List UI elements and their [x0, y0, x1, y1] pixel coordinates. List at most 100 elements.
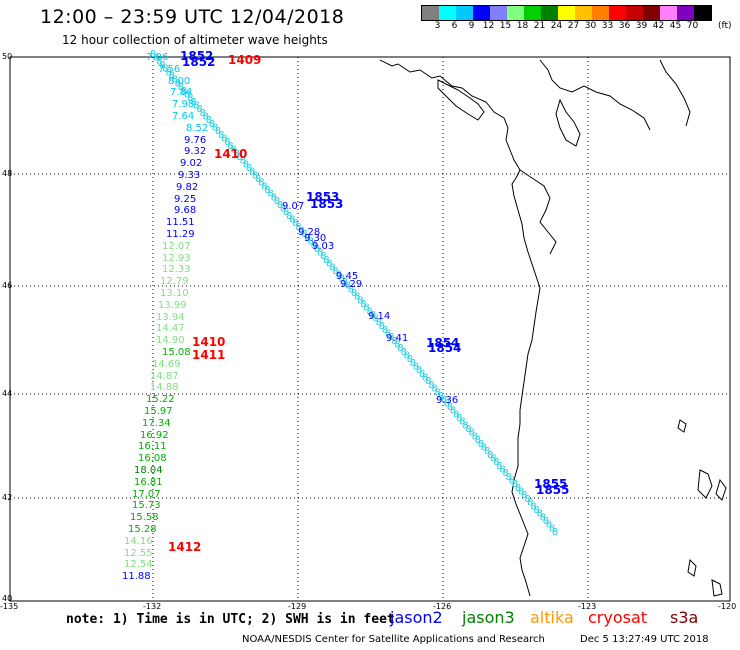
lon-label-126: -126 — [433, 602, 452, 611]
swath-mark: 8 — [323, 255, 329, 266]
pass-time-label: 1409 — [228, 53, 262, 67]
wave-height-value: 14.47 — [156, 323, 185, 335]
legend-altika: altika — [530, 608, 574, 627]
wave-height-value: 7.64 — [172, 111, 195, 122]
swath-mark: 8 — [240, 156, 246, 167]
swath-mark: 8 — [425, 376, 431, 387]
swath-mark: 8 — [484, 446, 490, 457]
wave-height-value: 16.81 — [134, 476, 163, 488]
pass-time-label: 1855 — [534, 477, 568, 491]
swath-mark: 8 — [255, 174, 261, 185]
colorbar-swatch — [456, 6, 473, 20]
wave-height-value: 7.84 — [170, 87, 193, 99]
wave-height-value: 14.88 — [150, 382, 179, 394]
swath-mark: 8 — [234, 148, 240, 159]
swath-mark: 8 — [243, 159, 249, 170]
swath-mark: 8 — [153, 53, 159, 64]
wave-height-value: 12.93 — [162, 252, 191, 264]
swath-mark: 8 — [193, 101, 199, 112]
swath-mark: 8 — [465, 424, 471, 435]
wave-height-value: 17.07 — [132, 488, 161, 500]
swath-mark: 8 — [391, 336, 397, 347]
swath-mark: 8 — [271, 192, 277, 203]
swath-mark: 8 — [252, 170, 258, 181]
wave-height-value: 8.52 — [186, 122, 209, 134]
lon-label-135: -135 — [0, 602, 19, 611]
wave-height-value: 12.54 — [124, 559, 153, 571]
wave-height-value: 9.14 — [368, 311, 391, 322]
colorbar-label: 9 — [468, 21, 475, 31]
pass-time-label: 1410 — [214, 147, 248, 161]
swath-mark: 8 — [521, 490, 527, 501]
swath-mark: 8 — [339, 273, 345, 284]
swath-mark: 8 — [438, 391, 444, 402]
wave-height-value: 9.29 — [340, 279, 363, 290]
wave-height-value: 9.45 — [336, 271, 359, 282]
pass-time-label: 1410 — [192, 335, 226, 349]
colorbar-swatch — [490, 6, 507, 20]
wave-height-value: 12.55 — [124, 547, 153, 559]
swath-mark: 8 — [295, 222, 301, 233]
swath-mark: 8 — [503, 468, 509, 479]
swath-mark: 8 — [209, 119, 215, 130]
swath-mark: 8 — [540, 512, 546, 523]
wave-height-value: 14.90 — [156, 335, 185, 347]
colorbar-swatch — [694, 6, 711, 20]
swath-mark: 8 — [354, 292, 360, 303]
swath-mark: 8 — [280, 203, 286, 214]
swath-mark: 8 — [317, 248, 323, 259]
swath-mark: 8 — [268, 189, 274, 200]
wave-height-value: 7.56 — [158, 63, 181, 75]
swath-mark: 8 — [512, 479, 518, 490]
swath-mark: 8 — [305, 233, 311, 244]
swath-mark: 8 — [237, 152, 243, 163]
lat-label-46: 46 — [2, 281, 13, 290]
wave-height-value: 17.34 — [142, 417, 171, 429]
wave-height-value: 8.00 — [168, 75, 191, 87]
swath-mark: 8 — [289, 215, 295, 226]
lat-label-42: 42 — [2, 493, 13, 502]
colorbar-swatch — [626, 6, 643, 20]
wave-height-value: 9.28 — [298, 227, 321, 238]
swath-mark: 8 — [357, 295, 363, 306]
swath-mark: 8 — [472, 431, 478, 442]
swath-mark: 8 — [336, 270, 342, 281]
swath-mark: 8 — [261, 181, 267, 192]
wave-height-value: 9.33 — [178, 170, 201, 181]
swath-mark: 8 — [363, 303, 369, 314]
swath-mark: 8 — [320, 251, 326, 262]
swath-mark: 8 — [444, 398, 450, 409]
lat-label-44: 44 — [2, 389, 13, 398]
swath-mark: 8 — [326, 259, 332, 270]
colorbar-label: 30 — [584, 21, 597, 31]
swath-mark: 8 — [527, 498, 533, 509]
wave-height-value: 15.28 — [128, 524, 157, 535]
swath-mark: 8 — [490, 454, 496, 465]
wave-height-value: 9.68 — [174, 205, 197, 217]
swath-mark: 8 — [397, 343, 403, 354]
swath-mark: 8 — [274, 196, 280, 207]
wave-height-value: 18.04 — [134, 465, 163, 476]
lon-label-129: -129 — [288, 602, 307, 611]
swath-mark: 8 — [376, 317, 382, 328]
wave-height-value: 13.94 — [156, 311, 185, 323]
pass-time-label: 1854 — [426, 336, 460, 350]
colorbar-swatch — [507, 6, 524, 20]
wave-height-value: 11.88 — [122, 571, 151, 583]
legend-jason3: jason3 — [462, 608, 515, 627]
colorbar-label: 70 — [686, 21, 699, 31]
swath-mark: 8 — [478, 439, 484, 450]
wave-height-value: 7.98 — [172, 99, 195, 111]
swath-mark: 8 — [187, 93, 193, 104]
swath-mark: 8 — [481, 442, 487, 453]
swath-mark: 8 — [172, 75, 178, 86]
swath-mark: 8 — [264, 185, 270, 196]
colorbar-label: 45 — [669, 21, 682, 31]
wave-height-value: 11.51 — [166, 217, 195, 229]
swath-mark: 8 — [311, 240, 317, 251]
lon-label-132: -132 — [143, 602, 162, 611]
pass-time-label: 1852 — [182, 55, 216, 69]
wave-height-value: 15.73 — [132, 500, 161, 512]
